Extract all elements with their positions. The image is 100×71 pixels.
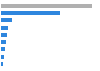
Bar [1,55,4,59]
Bar [1,47,5,51]
Bar [1,4,92,8]
Bar [1,62,3,66]
Bar [1,26,8,30]
Bar [1,33,7,37]
Bar [1,11,60,15]
Bar [1,18,12,22]
Bar [1,40,6,44]
